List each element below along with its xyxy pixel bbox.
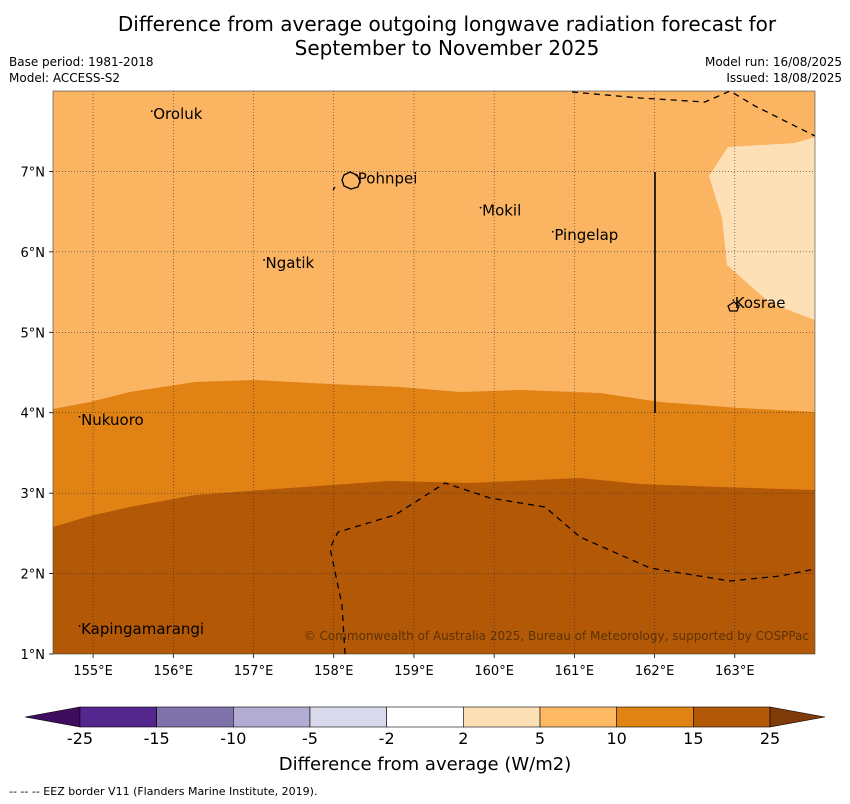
place-marker-4: [263, 259, 265, 261]
lon-tick-label-8: 163°E: [715, 664, 755, 679]
colorbar-swatch-5: [463, 706, 541, 728]
longitude-ticks: 155°E 156°E 157°E 158°E 159°E 160°E 161°E 162°E…: [73, 654, 755, 679]
place-marker-2: [479, 206, 482, 209]
lon-tick-label-7: 162°E: [635, 664, 675, 679]
place-marker-1: [355, 174, 358, 177]
colorbar-swatch-1: [156, 706, 234, 728]
colorbar-label-7: 10: [606, 729, 627, 748]
lon-tick-label-0: 155°E: [73, 664, 113, 679]
place-label-7: Kapingamarangi: [81, 620, 204, 638]
colorbar-swatch-4: [386, 706, 464, 728]
lon-tick-label-5: 160°E: [474, 664, 514, 679]
colorbar-label-1: -15: [143, 729, 170, 748]
lon-tick-label-1: 156°E: [154, 664, 194, 679]
lat-tick-label-2: 3°N: [21, 487, 46, 502]
lat-tick-label-1: 2°N: [21, 568, 46, 583]
place-label-2: Mokil: [482, 202, 521, 220]
place-marker-0: [150, 110, 153, 113]
colorbar-extend-low: [24, 706, 81, 728]
band-15-25: [53, 478, 815, 654]
pohnpei-islet: [332, 186, 336, 191]
copyright-text: © Commonwealth of Australia 2025, Bureau…: [304, 629, 809, 643]
pohnpei-island: [341, 171, 361, 190]
colorbar-label-0: -25: [66, 729, 94, 748]
eez-footnote: -- -- -- EEZ border V11 (Flanders Marine…: [9, 785, 318, 798]
colorbar-swatch-7: [616, 706, 694, 728]
issued-date: Issued: 18/08/2025: [726, 71, 842, 85]
colorbar-title: Difference from average (W/m2): [278, 754, 572, 775]
eez-border-north: [571, 91, 815, 137]
map-frame: [52, 90, 816, 655]
lon-tick-label-2: 157°E: [234, 664, 274, 679]
meta-right: Model run: 16/08/2025 Issued: 18/08/2025: [705, 54, 842, 86]
base-period: Base period: 1981-2018: [9, 55, 154, 69]
place-label-0: Oroluk: [153, 105, 202, 123]
place-label-4: Ngatik: [266, 254, 315, 272]
colorbar-swatch-8: [693, 706, 771, 728]
colorbar-swatch-3: [309, 706, 387, 728]
meta-left: Base period: 1981-2018 Model: ACCESS-S2: [9, 54, 154, 86]
lat-tick-label-3: 4°N: [21, 407, 46, 422]
colorbar-label-9: 25: [759, 729, 781, 748]
title-line-1: Difference from average outgoing longwav…: [117, 12, 777, 36]
colorbar-label-8: 15: [683, 729, 704, 748]
place-marker-7: [78, 624, 81, 627]
colorbar-label-4: -2: [378, 729, 395, 748]
model-name: Model: ACCESS-S2: [9, 71, 121, 85]
colorbar-label-6: 5: [534, 729, 546, 748]
lat-tick-label-4: 5°N: [21, 326, 46, 341]
lat-tick-label-5: 6°N: [21, 246, 46, 261]
map-area: Oroluk Pohnpei Mokil Pingelap Ngatik Kosrae Nu…: [53, 91, 815, 654]
lat-tick-label-6: 7°N: [21, 165, 46, 180]
place-marker-3: [551, 230, 554, 233]
lon-tick-label-6: 161°E: [555, 664, 595, 679]
colorbar-label-3: -5: [302, 729, 318, 748]
place-marker-6: [78, 415, 81, 418]
eez-border-south: [329, 482, 815, 654]
lon-tick-label-4: 159°E: [394, 664, 434, 679]
place-label-3: Pingelap: [554, 226, 618, 244]
colorbar-swatch-0: [79, 706, 157, 728]
place-label-1: Pohnpei: [358, 169, 418, 187]
colorbar-swatch-2: [233, 706, 311, 728]
place-label-5: Kosrae: [735, 294, 786, 312]
colorbar-label-2: -10: [220, 729, 247, 748]
colorbar: [24, 706, 826, 728]
place-marker-5: [732, 299, 735, 302]
model-run: Model run: 16/08/2025: [704, 55, 842, 69]
kosrae-island: [727, 301, 740, 312]
colorbar-swatch-6: [539, 706, 617, 728]
place-labels: Oroluk Pohnpei Mokil Pingelap Ngatik Kosrae Nu…: [78, 105, 786, 638]
latitude-ticks: 1°N 2°N 3°N 4°N 5°N 6°N 7°N: [21, 165, 53, 663]
colorbar-label-5: 2: [458, 729, 469, 748]
colorbar-extend-high: [769, 706, 826, 728]
title-line-2: September to November 2025: [294, 36, 600, 60]
lon-tick-label-3: 158°E: [314, 664, 354, 679]
place-label-6: Nukuoro: [81, 411, 144, 429]
eez-borders: [329, 91, 815, 654]
lat-tick-label-0: 1°N: [21, 648, 46, 663]
band-2-5: [709, 137, 815, 320]
chart-title: Difference from average outgoing longwav…: [0, 12, 850, 60]
